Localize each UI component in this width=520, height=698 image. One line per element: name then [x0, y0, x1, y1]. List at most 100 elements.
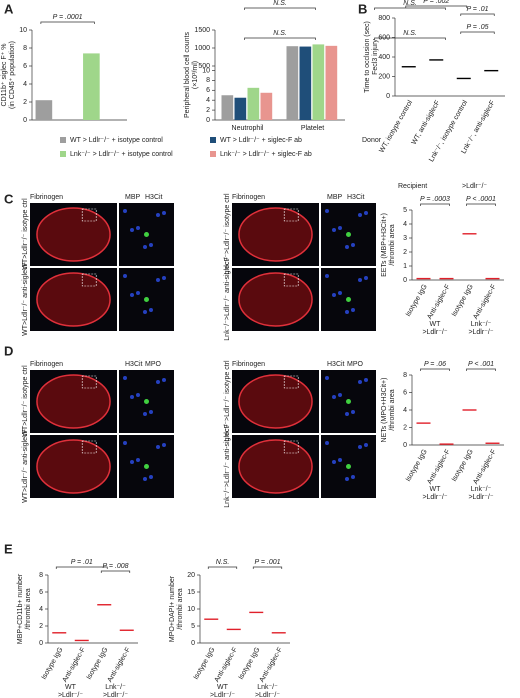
group-label: Lnk⁻/⁻ [471, 321, 492, 328]
nucleus [136, 458, 140, 462]
annotation: P = .01 [71, 559, 93, 566]
nucleus [130, 228, 134, 232]
stain-label: MBP [125, 194, 141, 201]
stain-label: Fibrinogen [30, 361, 63, 368]
cell [346, 232, 351, 237]
nucleus [351, 243, 355, 247]
nucleus [345, 477, 349, 481]
nucleus [130, 460, 134, 464]
panel-label: A [4, 1, 14, 16]
bar [83, 53, 100, 120]
cell [144, 464, 149, 469]
group-label: >Ldlr⁻/⁻ [422, 329, 447, 336]
nucleus [162, 211, 166, 215]
x-tick-label: WT, anti-siglecF [411, 99, 442, 146]
nucleus [123, 376, 127, 380]
stain-label: Fibrinogen [30, 194, 63, 201]
nucleus [156, 278, 160, 282]
nucleus [136, 226, 140, 230]
thrombus [36, 439, 111, 494]
group-label: >Ldlr⁻/⁻ [103, 692, 128, 698]
zoom-box [81, 273, 97, 287]
y-axis-label: (×10³/ml) [192, 61, 199, 89]
y-tick-label: 3 [403, 235, 407, 242]
x-tick-label: Anti-siglec-F [259, 646, 285, 683]
annotation: N.S. [403, 30, 417, 37]
row-label: WT>Ldlr⁻/⁻ anti-siglecF [22, 262, 29, 336]
x-tick-label: Anti-siglec-F [62, 646, 88, 683]
x-tick-label: Isotype IgG [405, 283, 429, 318]
nucleus [149, 475, 153, 479]
bar [325, 45, 338, 121]
bracket [100, 570, 131, 573]
legend-label: WT > Ldlr⁻/⁻ + siglec-F ab [220, 137, 302, 144]
y-tick-label: 1500 [194, 27, 210, 34]
nucleus [351, 308, 355, 312]
bracket [420, 368, 450, 371]
bracket [244, 7, 316, 10]
y-tick-label: 0 [386, 93, 390, 100]
y-tick-label: 5 [403, 207, 407, 214]
annotation: P < .001 [468, 361, 494, 368]
x-tick-label: Isotype IgG [451, 448, 475, 483]
nucleus [351, 475, 355, 479]
annotation: P = .001 [254, 559, 280, 566]
nucleus [130, 395, 134, 399]
bracket [420, 203, 450, 206]
zoom-box [283, 375, 299, 389]
stain-label: Fibrinogen [232, 361, 265, 368]
thrombus [238, 272, 313, 327]
x-tick-label: Platelet [301, 125, 324, 132]
bracket [207, 566, 238, 569]
panel-label: B [358, 1, 367, 16]
cell [144, 297, 149, 302]
nucleus [149, 243, 153, 247]
nucleus [364, 211, 368, 215]
bracket [460, 13, 495, 16]
annotation: P = .008 [102, 563, 128, 570]
legend-swatch [60, 137, 66, 143]
legend-swatch [60, 151, 66, 157]
legend-swatch [210, 137, 216, 143]
thrombus [238, 207, 313, 262]
row-label: Lnk⁻/⁻>Ldlr⁻/⁻ anti-siglecF [224, 257, 231, 340]
y-tick-label: 4 [206, 97, 210, 104]
cell [346, 464, 351, 469]
nucleus [325, 209, 329, 213]
x-tick-label: Neutrophil [232, 125, 264, 132]
legend-label: Lnk⁻/⁻ > Ldlr⁻/⁻ + isotype control [70, 151, 173, 158]
y-tick-label: 200 [378, 73, 390, 80]
bar [247, 87, 260, 120]
cell [346, 399, 351, 404]
bracket [40, 21, 95, 24]
nucleus [130, 293, 134, 297]
x-tick-label: Isotype IgG [86, 646, 110, 681]
group-label: >Ldlr⁻/⁻ [468, 329, 493, 336]
x-tick-label: Anti-siglec-F [214, 646, 240, 683]
y-tick-label: 6 [403, 389, 407, 396]
thrombus [36, 272, 111, 327]
panel-label: C [4, 191, 14, 206]
nucleus [123, 274, 127, 278]
group-label: Lnk⁻/⁻ [105, 684, 126, 691]
nucleus [338, 226, 342, 230]
bar [234, 97, 247, 120]
legend-swatch [210, 151, 216, 157]
x-tick-label: WT, isotype control [378, 99, 414, 154]
y-tick-label: 8 [403, 372, 407, 379]
zoom-box [283, 208, 299, 222]
y-tick-label: 0 [39, 640, 43, 647]
y-tick-label: 8 [206, 77, 210, 84]
nucleus [156, 445, 160, 449]
nucleus [325, 441, 329, 445]
annotation: P < .0001 [466, 196, 496, 203]
cell [144, 399, 149, 404]
annotation: P = .05 [466, 24, 488, 31]
y-axis-label: CD11b⁺ siglec F⁺ % [1, 44, 8, 107]
annotation: N.S. [216, 559, 230, 566]
nucleus [325, 274, 329, 278]
cell [144, 232, 149, 237]
group-label: WT [430, 321, 442, 328]
thrombus [238, 374, 313, 429]
panel-label: D [4, 343, 13, 358]
